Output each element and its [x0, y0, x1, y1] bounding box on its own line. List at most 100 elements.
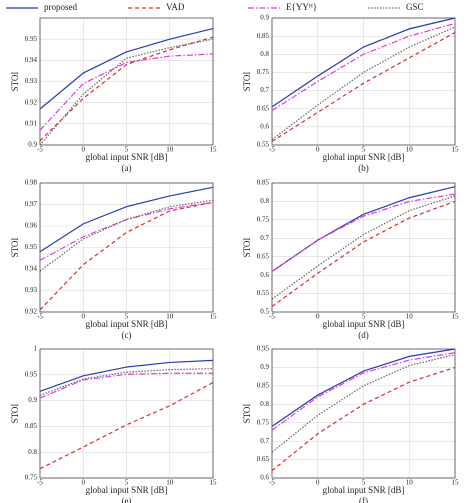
y-axis-label: STOI [242, 72, 252, 92]
y-tick-label: 0.95 [25, 370, 38, 378]
x-tick-label: 5 [125, 479, 129, 487]
series-line [271, 17, 456, 108]
plot-frame [271, 17, 456, 146]
series-line [271, 366, 456, 472]
x-axis-label: global input SNR [dB] [86, 319, 168, 329]
x-tick-label: 5 [362, 479, 366, 487]
x-tick-label: 5 [125, 313, 129, 321]
x-tick-label: 0 [82, 146, 86, 154]
y-tick-label: 0.94 [25, 265, 38, 273]
y-tick-label: 0.6 [260, 474, 269, 482]
y-tick-label: 0.9 [260, 363, 269, 371]
series-line [39, 368, 214, 397]
x-tick-label: 10 [166, 479, 174, 487]
y-tick-label: 0.9 [28, 396, 37, 404]
y-tick-label: 0.6 [260, 122, 269, 130]
series-line [271, 195, 456, 300]
y-tick-label: 0.92 [25, 98, 38, 106]
y-tick-label: 0.6 [260, 271, 269, 279]
y-tick-label: 0.9 [260, 14, 269, 22]
y-tick-label: 0.7 [260, 437, 269, 445]
y-tick-label: 0.65 [257, 252, 270, 260]
x-axis-label: global input SNR [dB] [323, 319, 405, 329]
y-tick-label: 0.75 [257, 215, 270, 223]
y-axis-label: STOI [242, 238, 252, 258]
x-tick-label: 15 [210, 146, 218, 154]
y-tick-label: 0.8 [260, 50, 269, 58]
y-tick-label: 0.75 [25, 474, 38, 482]
y-tick-label: 0.55 [257, 289, 270, 297]
series-line [271, 31, 456, 142]
y-tick-label: 0.93 [25, 286, 38, 294]
y-tick-label: 1 [34, 345, 38, 353]
x-tick-label: -5 [37, 479, 43, 487]
x-tick-label: 0 [82, 479, 86, 487]
y-tick-label: 0.65 [257, 104, 270, 112]
x-tick-label: 10 [166, 146, 174, 154]
x-tick-label: 10 [406, 313, 414, 321]
y-tick-label: 0.97 [25, 200, 38, 208]
y-tick-label: 0.8 [28, 448, 37, 456]
x-axis-label: global input SNR [dB] [323, 152, 405, 162]
panel-caption: (b) [358, 163, 369, 173]
series-line [39, 359, 214, 392]
x-tick-label: 15 [452, 479, 460, 487]
legend-label: E{YYᴴ} [286, 2, 317, 12]
series-line [39, 372, 213, 399]
x-tick-label: 0 [82, 313, 86, 321]
y-tick-label: 0.65 [257, 455, 270, 463]
y-axis-label: STOI [10, 72, 20, 92]
y-tick-label: 0.75 [257, 68, 270, 76]
y-tick-label: 0.75 [257, 418, 270, 426]
legend-label: proposed [44, 2, 77, 12]
series-line [39, 186, 214, 253]
y-tick-label: 0.95 [25, 243, 38, 251]
x-tick-label: -5 [269, 313, 275, 321]
y-tick-label: 0.8 [260, 400, 269, 408]
y-tick-label: 0.85 [25, 422, 38, 430]
series-line [39, 28, 214, 110]
y-tick-label: 0.85 [257, 381, 270, 389]
series-line [271, 200, 456, 307]
legend-label: GSC [406, 2, 424, 12]
y-tick-label: 0.8 [260, 197, 269, 205]
series-line [39, 36, 214, 142]
y-tick-label: 0.95 [257, 345, 270, 353]
x-tick-label: 15 [452, 146, 460, 154]
plot-frame [271, 348, 456, 479]
panel-caption: (d) [358, 330, 369, 340]
y-tick-label: 0.55 [257, 141, 270, 149]
series-line [271, 22, 456, 112]
x-tick-label: 0 [316, 479, 320, 487]
panel-caption: (f) [359, 496, 368, 503]
panel-caption: (e) [122, 496, 132, 503]
y-tick-label: 0.9 [28, 141, 37, 149]
x-tick-label: 15 [210, 479, 218, 487]
y-axis-label: STOI [10, 404, 20, 424]
y-tick-label: 0.96 [25, 222, 38, 230]
series-line [39, 53, 214, 131]
x-axis-label: global input SNR [dB] [86, 485, 168, 495]
series-line [271, 352, 456, 431]
plot-frame [39, 348, 214, 479]
panel-caption: (c) [122, 330, 132, 340]
x-tick-label: 10 [406, 479, 414, 487]
y-tick-label: 0.85 [257, 179, 270, 187]
x-tick-label: 5 [362, 146, 366, 154]
panel-caption: (a) [122, 163, 132, 173]
series-line [271, 353, 456, 453]
y-tick-label: 0.95 [25, 35, 38, 43]
x-tick-label: -5 [37, 146, 43, 154]
legend-label: VAD [166, 2, 185, 12]
x-tick-label: 0 [316, 313, 320, 321]
y-tick-label: 0.85 [257, 32, 270, 40]
x-tick-label: 5 [125, 146, 129, 154]
y-axis-label: STOI [10, 238, 20, 258]
x-axis-label: global input SNR [dB] [323, 485, 405, 495]
y-tick-label: 0.91 [25, 119, 38, 127]
y-tick-label: 0.92 [25, 308, 38, 316]
y-tick-label: 0.7 [260, 86, 269, 94]
y-tick-label: 0.7 [260, 234, 269, 242]
y-axis-label: STOI [242, 404, 252, 424]
